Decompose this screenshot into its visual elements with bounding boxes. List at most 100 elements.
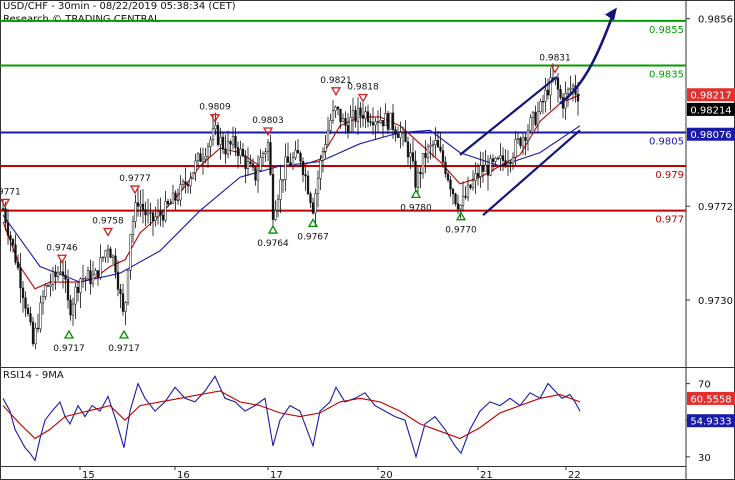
candle-body [536,111,540,125]
candle-body [381,120,385,127]
candle-body [474,173,477,181]
candle-body [289,162,292,166]
pivot-high-marker [330,87,342,97]
candle-body [399,132,402,138]
rsi-series-line [2,390,581,440]
candle-body [446,173,450,181]
candle-body [401,130,405,133]
pivot-high-label: 0.9803 [252,116,284,126]
pivot-high-label: 0.9771 [0,187,21,197]
candle-body [351,110,355,118]
candle-body [546,89,550,96]
candle-body [516,137,520,140]
candle-body [506,162,510,166]
candle-body [269,142,272,175]
pivot-high-label: 0.9821 [320,76,352,86]
date-axis-tick-label: 21 [480,470,493,480]
pivot-high-marker [549,64,561,74]
candle-body [84,277,87,280]
candle-body [91,274,95,285]
candle-body [541,101,545,103]
candle-body [211,128,215,141]
candlestick-group [1,63,580,350]
candle-body [531,111,535,118]
pivot-low-label: 0.9717 [108,344,140,354]
candle-body [416,171,420,188]
candle-body [101,256,105,259]
candle-body [571,85,575,89]
price-tag-box [687,102,735,116]
candle-body [529,117,532,131]
candle-body [4,208,7,224]
candle-body [126,269,130,303]
chart-header-symbol: USD/CHF - 30min - 08/22/2019 05:38:34 (C… [3,1,236,12]
forecast-arrow-head [605,7,617,21]
candle-body [189,178,192,187]
candle-body [476,173,480,177]
candle-body [86,270,90,279]
candle-body [569,87,572,90]
candle-body [371,122,375,126]
pivot-high-marker [0,198,11,208]
candle-body [466,184,470,198]
candle-body [156,211,160,218]
candle-body [234,136,237,148]
price-axis-tick-label: 0.9856 [698,15,733,26]
pivot-low-label: 0.9780 [400,203,432,213]
candle-body [264,151,267,154]
candle-body [61,271,65,276]
price-tag-label: 0.98076 [690,130,731,141]
candle-body [491,158,495,162]
forecast-arrow-line [559,14,615,105]
candle-body [349,117,352,133]
level-label: 0.9805 [649,137,684,148]
pivot-high-marker [209,113,221,123]
pivot-high-marker [56,254,68,264]
candle-body [504,160,507,166]
candle-body [169,203,172,205]
candle-body [154,216,157,221]
candle-body [411,152,415,162]
candle-body [279,179,282,200]
candle-body [1,208,5,210]
price-tag-box [687,88,735,102]
pivot-high-marker [357,93,369,103]
pivot-low-marker [307,218,319,228]
candle-body [449,179,452,190]
date-axis-tick-label: 15 [82,470,95,480]
candle-body [319,160,322,179]
candle-body [256,170,260,181]
candle-body [436,140,440,148]
pivot-low-marker [410,189,422,198]
candle-body [161,214,165,221]
candle-body [271,174,275,220]
candle-body [221,136,225,150]
candle-body [184,181,187,185]
pivot-low-marker [63,329,75,339]
candle-body [274,209,277,220]
candle-body [66,279,70,301]
candle-body [306,175,310,195]
candle-body [144,209,147,216]
candle-body [104,250,107,258]
candle-body [526,130,530,141]
candle-body [226,141,230,155]
candle-body [326,130,330,145]
candle-body [286,156,290,163]
candle-body [496,157,500,160]
candle-body [114,255,117,273]
candle-body [209,139,212,147]
candle-body [11,239,15,245]
level-label: 0.977 [655,215,684,226]
candle-body [139,203,142,207]
candle-body [566,89,570,94]
candle-body [239,148,242,157]
pivot-high-marker [129,185,141,195]
pivot-high-label: 0.9831 [539,53,571,63]
candle-body [301,161,305,175]
candle-body [31,321,35,345]
candle-body [281,179,285,181]
candle-body [484,164,487,172]
candle-body [141,203,145,210]
